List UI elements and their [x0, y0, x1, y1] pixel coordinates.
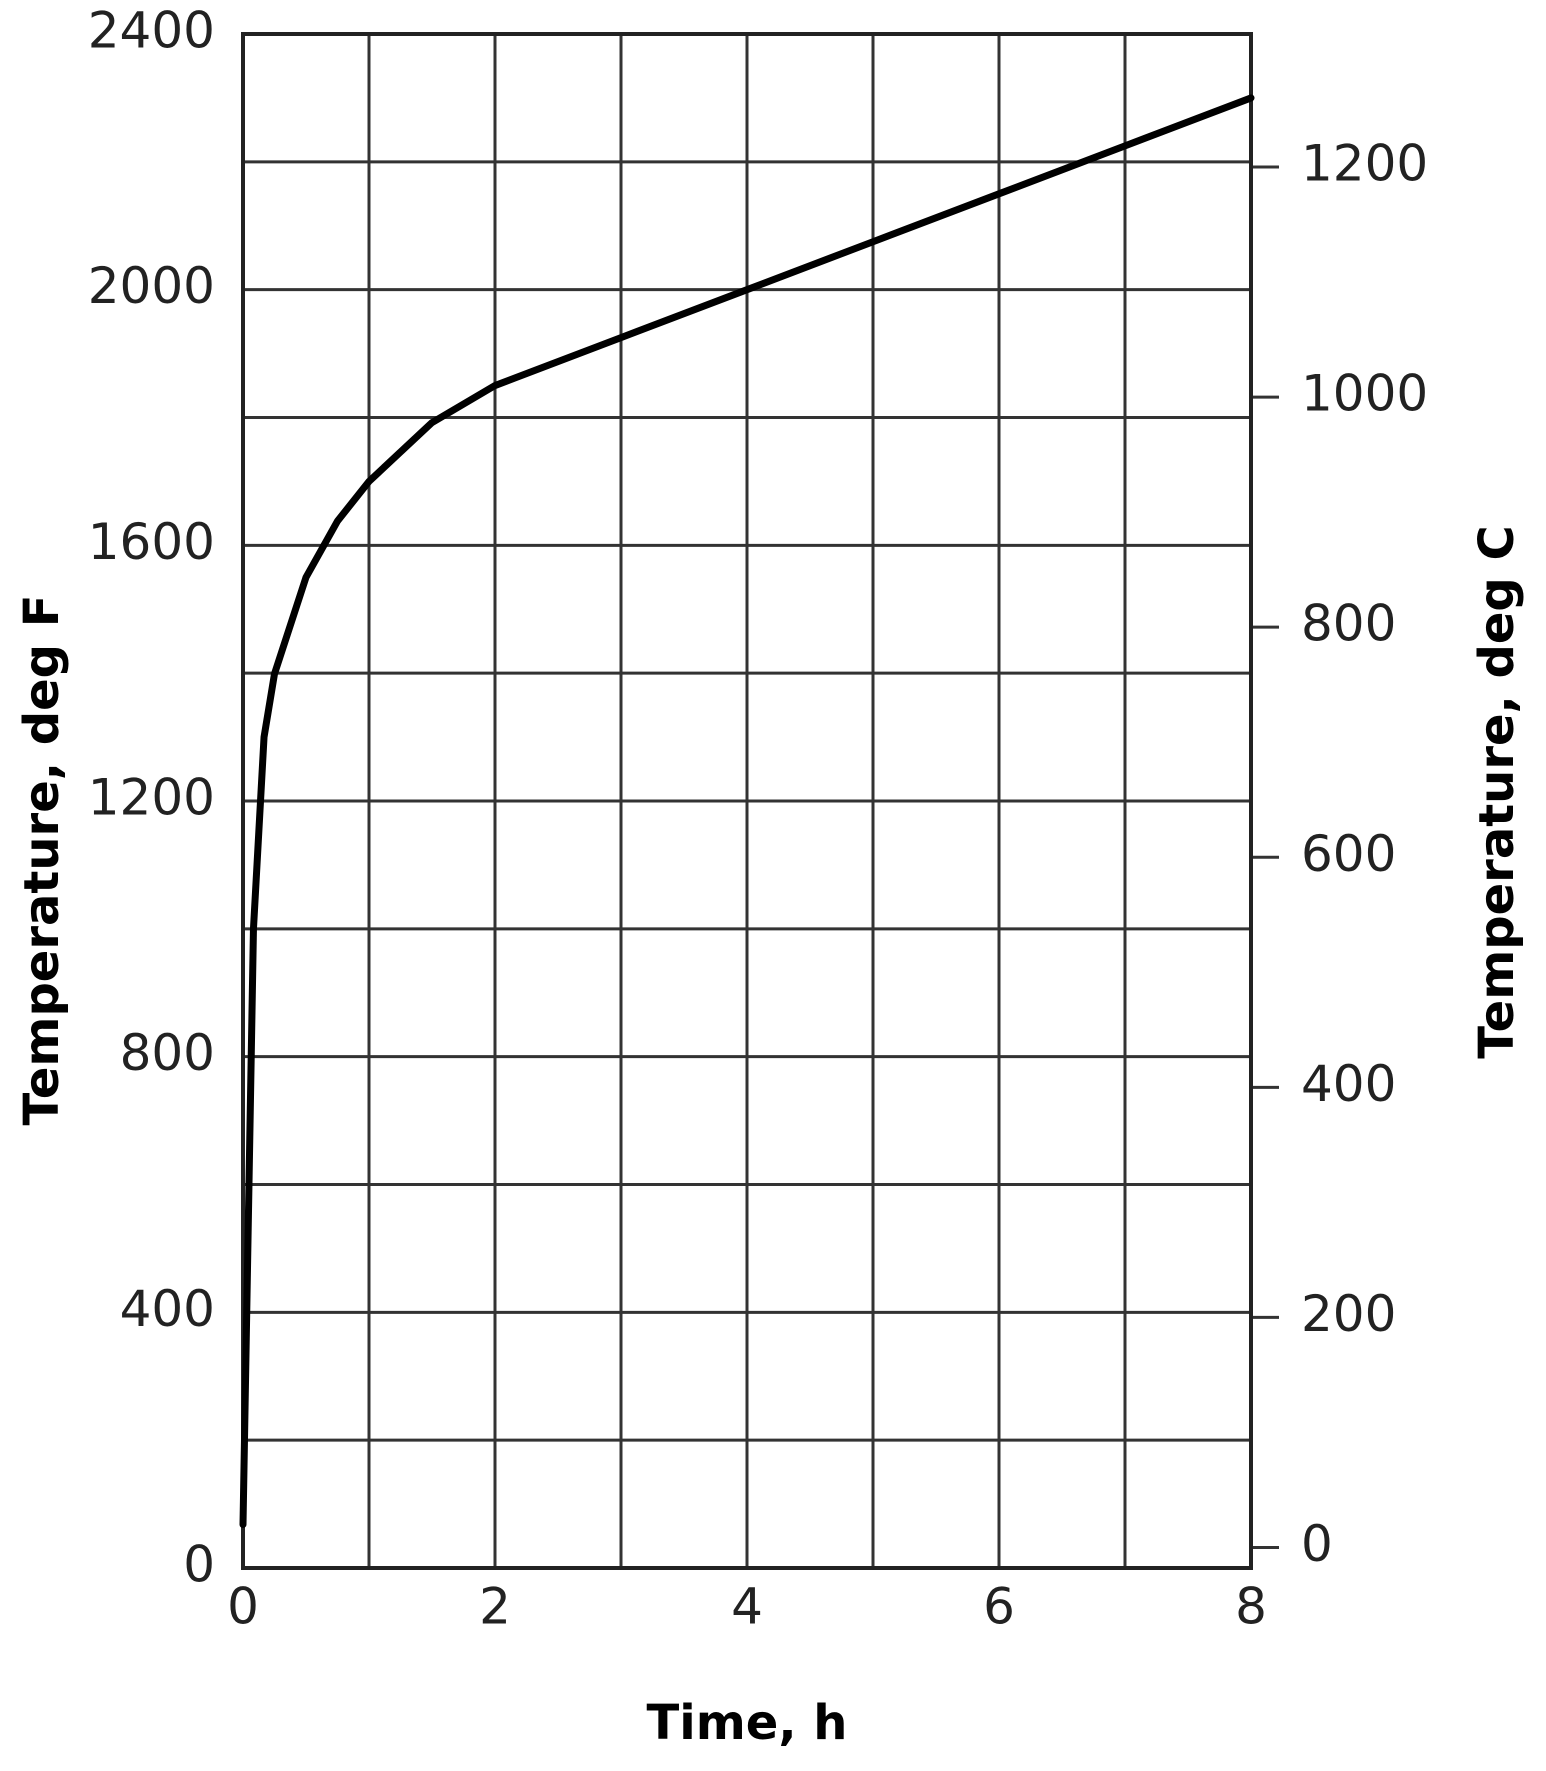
data-line: [239, 94, 1255, 1529]
y2-tick-label: 200: [1301, 1285, 1396, 1343]
y2-tick-label: 800: [1301, 595, 1396, 653]
y-tick-label: 1600: [88, 513, 215, 571]
y2-tick-label: 0: [1301, 1515, 1333, 1573]
y-tick-label: 2000: [88, 257, 215, 315]
x-tick-label: 8: [1235, 1578, 1267, 1636]
y2-tick-label: 1000: [1301, 365, 1428, 423]
plot-frame: [241, 32, 1253, 1570]
x-tick-label: 4: [731, 1578, 763, 1636]
y-axis-title: Temperature, deg F: [14, 595, 70, 1126]
y-tick-label: 800: [120, 1024, 215, 1082]
y2-axis-title: Temperature, deg C: [1469, 525, 1525, 1058]
x-axis-title: Time, h: [647, 1695, 848, 1751]
y-tick-label: 1200: [88, 769, 215, 827]
y-tick-label: 2400: [88, 2, 215, 60]
y-tick-label: 400: [120, 1280, 215, 1338]
x-tick-label: 0: [227, 1578, 259, 1636]
x-tick-label: 6: [983, 1578, 1015, 1636]
y2-tick-label: 400: [1301, 1055, 1396, 1113]
y-tick-label: 0: [183, 1536, 215, 1594]
x-tick-label: 2: [479, 1578, 511, 1636]
y2-tick-label: 1200: [1301, 134, 1428, 192]
y2-tick-label: 600: [1301, 825, 1396, 883]
